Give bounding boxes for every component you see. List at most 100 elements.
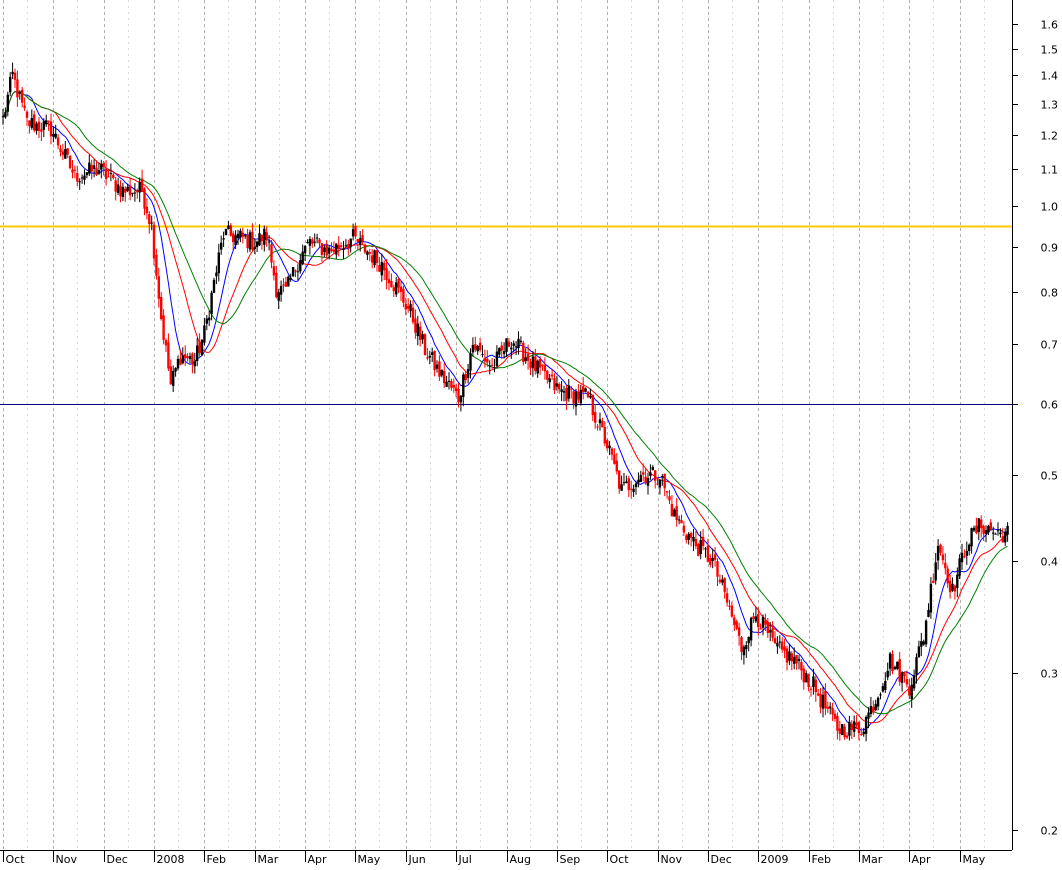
candle-body xyxy=(560,389,563,392)
x-tick-label: Aug xyxy=(510,853,531,866)
candle-body xyxy=(454,387,458,391)
candle xyxy=(140,169,144,193)
candle xyxy=(150,215,153,231)
candle-body xyxy=(701,536,705,546)
candle xyxy=(920,632,923,656)
candle-body xyxy=(459,395,463,403)
candle-body xyxy=(500,345,503,351)
candle xyxy=(11,62,14,80)
candle xyxy=(956,567,959,598)
candle-body xyxy=(176,359,180,369)
candle xyxy=(946,565,949,588)
candle xyxy=(807,673,810,692)
y-tick-label: 1.1 xyxy=(1041,164,1059,177)
candle xyxy=(212,277,216,294)
candle xyxy=(553,373,556,394)
candle-body xyxy=(148,214,151,225)
candle xyxy=(488,360,491,375)
candle xyxy=(61,143,65,161)
x-tick-label: Sep xyxy=(560,853,581,866)
candle-body xyxy=(857,721,861,733)
candle-body xyxy=(107,176,110,178)
candle xyxy=(550,369,554,380)
candle-body xyxy=(603,427,606,444)
candle xyxy=(157,267,160,308)
y-tick-label: 0.4 xyxy=(1041,556,1059,569)
candle-body xyxy=(236,233,240,238)
candle xyxy=(733,614,736,631)
candle xyxy=(927,603,930,618)
candle xyxy=(677,515,681,525)
candle-body xyxy=(284,281,288,287)
candle-body xyxy=(989,522,992,531)
candle xyxy=(186,353,189,362)
candle-body xyxy=(229,225,232,236)
candle xyxy=(435,360,439,373)
candle xyxy=(23,97,26,111)
candle-body xyxy=(596,426,599,428)
candle-body xyxy=(999,532,1002,535)
candle xyxy=(40,122,43,141)
candle-body xyxy=(809,688,813,690)
candle xyxy=(92,159,96,178)
candle-body xyxy=(344,245,348,247)
candle xyxy=(541,364,544,371)
candle xyxy=(668,490,671,504)
candle-body xyxy=(114,180,117,192)
candle-body xyxy=(534,356,537,371)
candle xyxy=(112,173,115,180)
candle-body xyxy=(594,412,597,423)
candle-body xyxy=(56,137,60,146)
candle-body xyxy=(181,355,184,364)
candle xyxy=(960,543,964,570)
candle-body xyxy=(872,706,875,713)
candle-body xyxy=(781,641,784,650)
candle-body xyxy=(66,148,69,155)
candle-body xyxy=(881,686,885,692)
candle-body xyxy=(565,387,568,401)
candle xyxy=(778,635,781,649)
candle xyxy=(344,239,348,248)
candle-body xyxy=(277,292,280,301)
candle xyxy=(390,273,393,288)
candle-body xyxy=(807,674,810,687)
candle xyxy=(383,260,386,281)
candle xyxy=(507,338,511,348)
candle xyxy=(392,284,395,297)
candle xyxy=(193,352,196,374)
candle xyxy=(860,727,863,736)
candle xyxy=(203,317,206,346)
candle-body xyxy=(764,620,767,625)
candle-body xyxy=(186,356,189,359)
candle xyxy=(706,538,710,563)
candle-body xyxy=(387,279,391,284)
candle-body xyxy=(112,174,115,179)
candle-body xyxy=(255,241,259,247)
candle-body xyxy=(567,385,570,399)
candle-body xyxy=(673,509,676,517)
candle xyxy=(21,87,24,108)
candle xyxy=(958,554,961,579)
candle-body xyxy=(888,653,892,669)
candle xyxy=(661,474,664,486)
candle-body xyxy=(869,706,873,714)
candle xyxy=(524,348,527,364)
candle xyxy=(526,344,530,370)
candle xyxy=(306,239,309,244)
x-axis: Oct Nov Dec 2008 Feb Mar Apr May Jun Jul Aug Sep Oct… xyxy=(0,850,1012,866)
candle-body xyxy=(30,118,33,128)
candle xyxy=(591,394,594,422)
candle xyxy=(217,243,220,282)
candle-body xyxy=(668,496,671,501)
candle-body xyxy=(21,89,24,103)
candle xyxy=(337,236,340,257)
candle-body xyxy=(119,186,122,197)
candle-body xyxy=(196,345,199,362)
candle-body xyxy=(239,230,242,238)
candle-body xyxy=(356,239,359,242)
candle-body xyxy=(934,562,937,581)
candle-body xyxy=(992,532,995,534)
candle-body xyxy=(253,247,256,249)
candle xyxy=(630,480,633,499)
candle-body xyxy=(769,630,772,633)
